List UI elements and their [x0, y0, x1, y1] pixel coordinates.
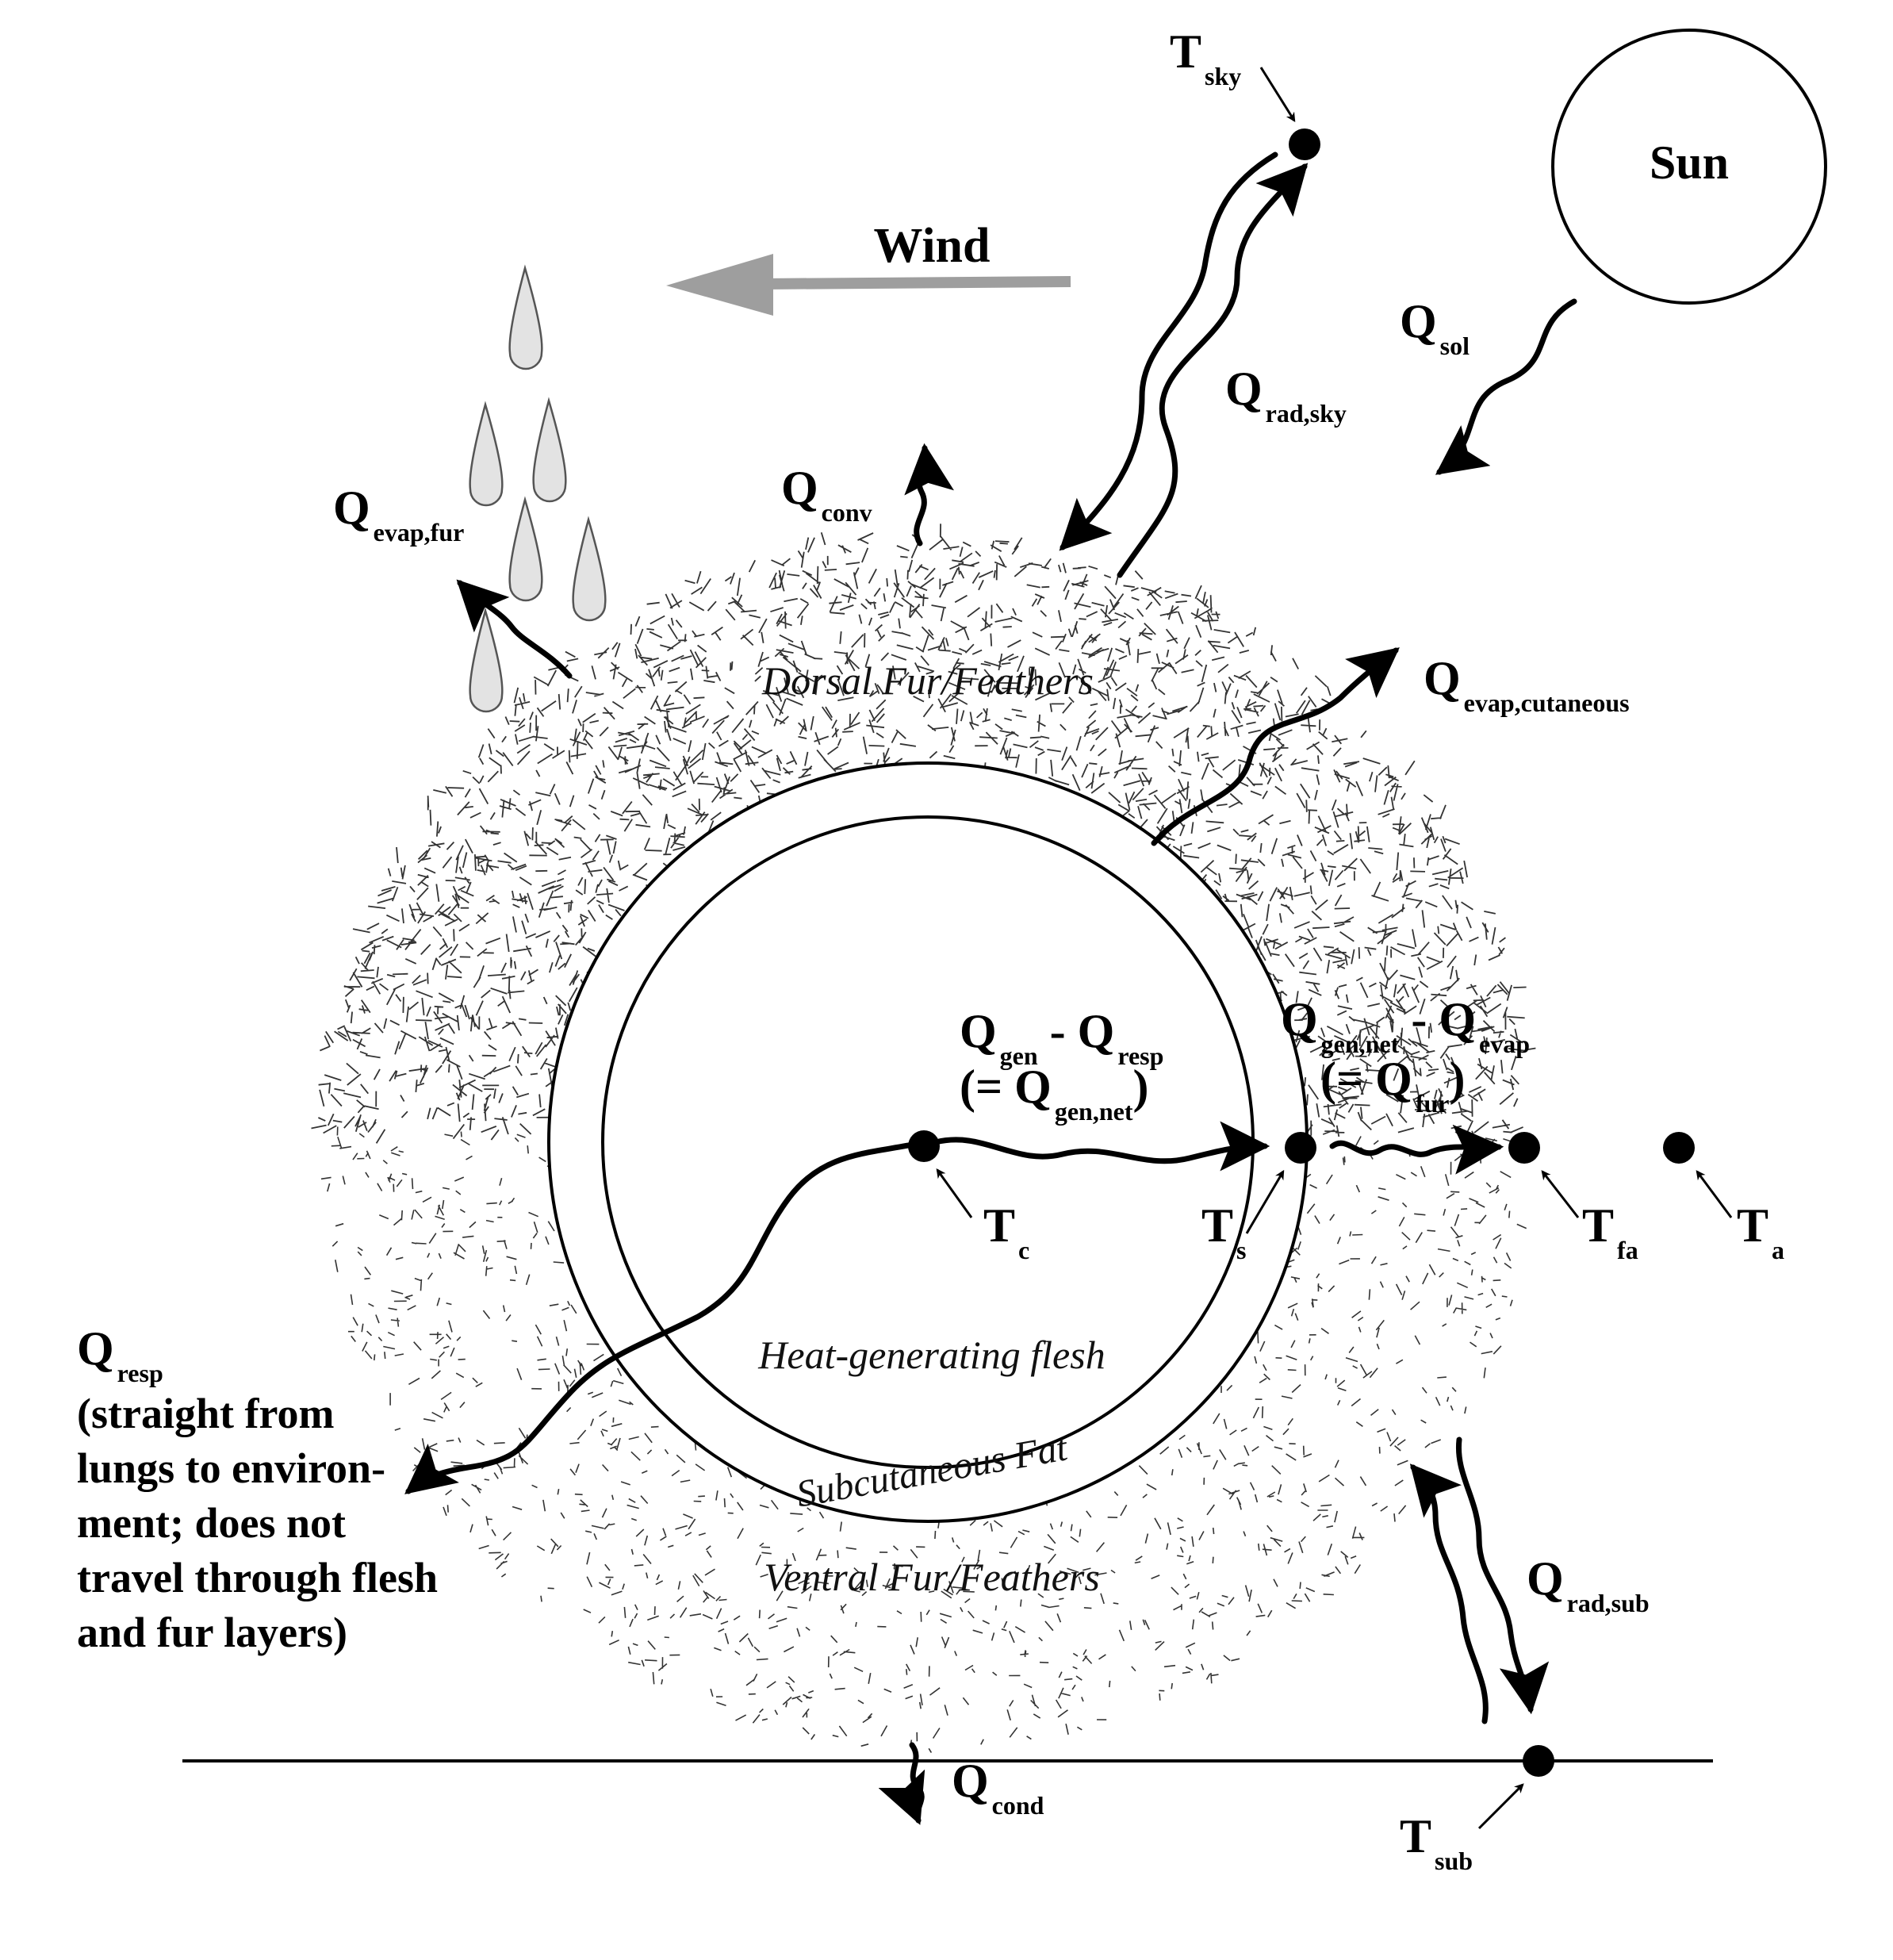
fur-evaporation-arrow	[456, 579, 573, 679]
fur-air-temp-node	[1508, 1132, 1540, 1164]
raindrop-icon	[469, 401, 504, 507]
core-to-skin-arrow	[933, 1121, 1270, 1172]
substrate-radiation-down-arrow	[1455, 1436, 1550, 1715]
dorsal-layer-label: Dorsal Fur/Feathers	[761, 658, 1094, 703]
rain-drops	[469, 264, 607, 713]
sun-icon	[1551, 29, 1827, 305]
dorsal-fur-layer	[311, 524, 1536, 1144]
substrate-temp-pointer	[1477, 1783, 1524, 1830]
sky-radiation-down-arrow	[1059, 152, 1278, 551]
raindrop-icon	[508, 496, 543, 602]
raindrop-icon	[532, 397, 567, 503]
ventral-layer-label: Ventral Fur/Feathers	[764, 1555, 1100, 1599]
flesh-label: Heat-generating flesh	[757, 1333, 1105, 1377]
raindrop-icon	[572, 516, 607, 622]
cutaneous-evaporation-arrow	[1151, 647, 1400, 846]
ventral-fur-layer	[320, 1126, 1530, 1754]
fur-air-temp-pointer	[1541, 1170, 1580, 1218]
sky-temp-pointer	[1259, 67, 1296, 123]
raindrop-icon	[469, 607, 504, 713]
wind-arrowhead	[666, 254, 773, 316]
convection-arrow	[904, 443, 954, 547]
air-temp-node	[1663, 1132, 1695, 1164]
substrate-radiation-up-arrow	[1409, 1463, 1489, 1724]
air-temp-pointer	[1696, 1170, 1733, 1218]
wind-label: Wind	[873, 219, 990, 273]
core-temp-pointer	[936, 1168, 973, 1218]
dorsal-fur-texture	[311, 524, 1536, 1144]
substrate-temp-node	[1523, 1745, 1554, 1777]
core-temp-node	[908, 1130, 940, 1162]
raindrop-icon	[508, 264, 543, 370]
sun-label: Sun	[1650, 136, 1729, 189]
skin-temp-node	[1285, 1132, 1316, 1164]
skin-to-fur-arrow	[1329, 1124, 1504, 1175]
conduction-arrow	[878, 1742, 925, 1825]
sky-radiation-up-arrow	[1117, 163, 1309, 578]
sky-temp-node	[1289, 128, 1320, 160]
skin-temp-pointer	[1245, 1169, 1285, 1234]
solar-flux-arrow	[1435, 298, 1577, 475]
wind-arrow	[761, 276, 1071, 290]
respiration-arrow	[404, 1139, 927, 1494]
ventral-fur-texture	[320, 1126, 1530, 1754]
respiration-note: (straight from lungs to environ- ment; d…	[77, 1390, 449, 1656]
